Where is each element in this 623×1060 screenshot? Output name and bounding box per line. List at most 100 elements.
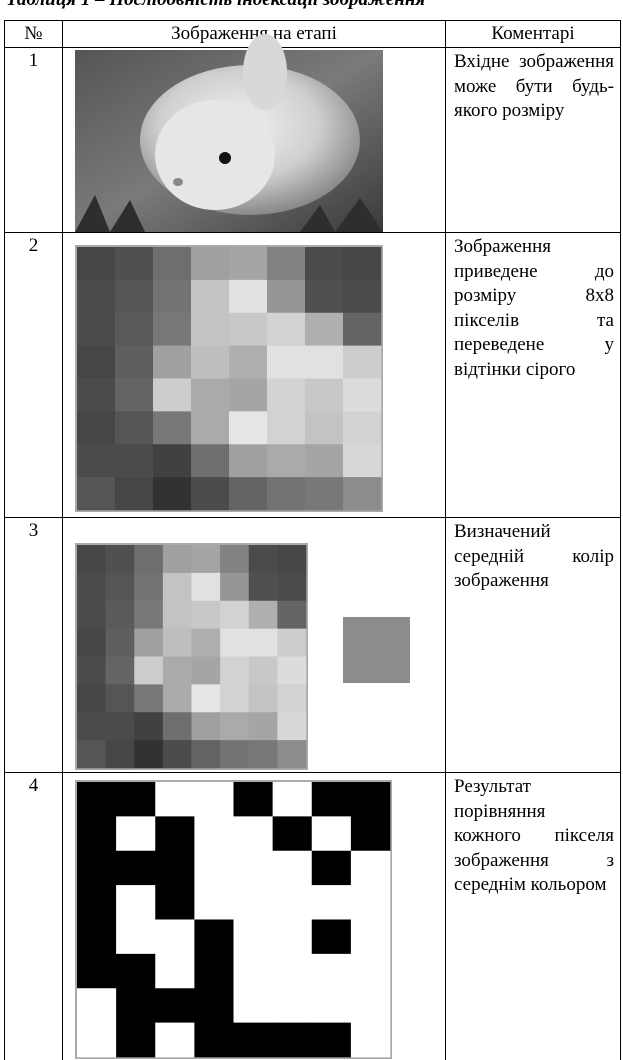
- pixel: [77, 816, 117, 852]
- pixel: [115, 279, 154, 314]
- pixel: [194, 953, 234, 989]
- pixel: [115, 477, 154, 511]
- pixel: [267, 247, 306, 281]
- pixel: [220, 740, 250, 769]
- pixel: [350, 988, 391, 1023]
- pixel: [229, 444, 268, 478]
- pixel: [115, 411, 154, 445]
- comment: Зображення приведене до розміру 8x8 пікс…: [445, 232, 621, 518]
- pixel: [248, 656, 278, 685]
- pixel: [343, 279, 382, 314]
- pixel: [77, 919, 117, 955]
- pixel: [233, 988, 273, 1023]
- pixel: [311, 1022, 352, 1058]
- pixel: [77, 477, 116, 511]
- pixel: [311, 885, 352, 920]
- pixel: [155, 816, 195, 852]
- pixel: [191, 312, 230, 346]
- pixel: [105, 740, 135, 769]
- pixel: [77, 850, 117, 886]
- pixel: [116, 885, 156, 920]
- pixel: [105, 684, 135, 713]
- pixel: [162, 712, 192, 741]
- pixel: [233, 885, 273, 920]
- pixel: [77, 600, 106, 629]
- binary-grid: [75, 780, 392, 1059]
- pixel: [194, 816, 234, 852]
- pixel: [77, 345, 116, 379]
- pixel: [77, 444, 116, 478]
- pixel: [343, 411, 382, 445]
- pixel: [153, 279, 192, 314]
- pixel: [191, 600, 221, 629]
- pixel: [248, 684, 278, 713]
- pixel: [272, 816, 313, 852]
- pixel: [311, 953, 352, 989]
- pixel: [105, 628, 135, 657]
- pixel: [116, 953, 156, 989]
- pixel: [311, 988, 352, 1023]
- pixel: [248, 572, 278, 602]
- pixel: [343, 312, 382, 346]
- pixel: [277, 572, 307, 602]
- pixel: [77, 1022, 117, 1058]
- pixel: [233, 919, 273, 955]
- pixel: [116, 782, 156, 817]
- pixel: [272, 782, 313, 817]
- pixel: [277, 740, 307, 769]
- pixel: [77, 953, 117, 989]
- pixel: [134, 656, 164, 685]
- pixel: [248, 628, 278, 657]
- pixel: [233, 850, 273, 886]
- pixel: [77, 988, 117, 1023]
- pixel: [105, 656, 135, 685]
- pixel: [350, 1022, 391, 1058]
- pixel: [229, 411, 268, 445]
- pixel: [233, 1022, 273, 1058]
- pixel: [155, 885, 195, 920]
- pixel: [77, 656, 106, 685]
- pixel: [194, 885, 234, 920]
- pixel: [248, 740, 278, 769]
- pixel: [277, 600, 307, 629]
- pixel: [191, 545, 221, 574]
- rabbit-photo: [75, 34, 383, 232]
- pixel: [191, 712, 221, 741]
- pixel: [350, 782, 391, 817]
- grayscale-grid-small: [75, 543, 308, 770]
- pixel: [229, 247, 268, 281]
- pixel: [134, 740, 164, 769]
- pixel: [194, 988, 234, 1023]
- pixel: [220, 600, 250, 629]
- pixel: [134, 572, 164, 602]
- pixel: [191, 444, 230, 478]
- pixel: [162, 684, 192, 713]
- pixel: [248, 545, 278, 574]
- pixel: [272, 850, 313, 886]
- pixel: [248, 600, 278, 629]
- pixel: [191, 656, 221, 685]
- pixel: [155, 919, 195, 955]
- average-color: [343, 617, 410, 683]
- pixel: [194, 850, 234, 886]
- pixel: [272, 1022, 313, 1058]
- pixel: [115, 312, 154, 346]
- pixel: [191, 477, 230, 511]
- pixel: [343, 444, 382, 478]
- pixel: [153, 312, 192, 346]
- pixel: [116, 988, 156, 1023]
- caption: Таблиця 1 – Послідовність індексації зоб…: [6, 0, 425, 11]
- pixel: [350, 850, 391, 886]
- pixel: [194, 1022, 234, 1058]
- pixel: [105, 712, 135, 741]
- pixel: [220, 628, 250, 657]
- pixel: [311, 919, 352, 955]
- pixel: [305, 411, 344, 445]
- pixel: [350, 816, 391, 852]
- pixel: [229, 345, 268, 379]
- pixel: [277, 628, 307, 657]
- pixel: [305, 378, 344, 412]
- pixel: [277, 684, 307, 713]
- pixel: [194, 782, 234, 817]
